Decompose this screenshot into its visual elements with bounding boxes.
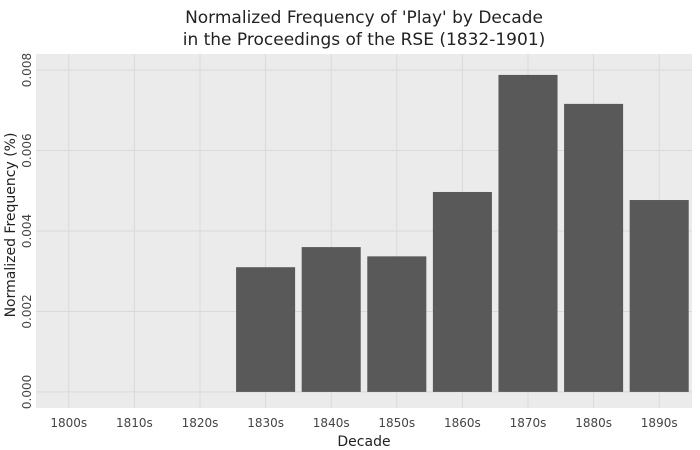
x-tick-label: 1840s xyxy=(313,416,350,430)
bar-1880s xyxy=(564,103,624,392)
chart-title-line-2: in the Proceedings of the RSE (1832-1901… xyxy=(183,30,546,50)
y-axis-label: Normalized Frequency (%) xyxy=(3,133,19,318)
x-tick-label: 1850s xyxy=(378,416,415,430)
x-axis-label: Decade xyxy=(337,434,390,450)
x-tick-label: 1830s xyxy=(247,416,284,430)
x-tick-label: 1870s xyxy=(510,416,547,430)
x-tick-label: 1800s xyxy=(50,416,87,430)
bar-1870s xyxy=(498,74,558,392)
y-tick-label: 0.008 xyxy=(20,53,34,87)
y-axis-ticks: 0.000 0.002 0.004 0.006 0.008 xyxy=(20,53,34,409)
x-tick-label: 1890s xyxy=(641,416,678,430)
bars xyxy=(236,74,689,392)
x-tick-label: 1860s xyxy=(444,416,481,430)
bar-1890s xyxy=(629,200,689,392)
y-tick-label: 0.000 xyxy=(20,375,34,409)
x-tick-label: 1820s xyxy=(182,416,219,430)
bar-1850s xyxy=(367,256,427,392)
y-tick-label: 0.004 xyxy=(20,214,34,248)
bar-1860s xyxy=(432,191,492,392)
chart-title-line-1: Normalized Frequency of 'Play' by Decade xyxy=(185,8,543,28)
bar-1840s xyxy=(301,247,361,392)
y-tick-label: 0.006 xyxy=(20,133,34,167)
x-tick-label: 1880s xyxy=(575,416,612,430)
x-axis-ticks: 1800s 1810s 1820s 1830s 1840s 1850s 1860s 1870s… xyxy=(50,416,677,430)
bar-1830s xyxy=(236,267,296,392)
y-tick-label: 0.002 xyxy=(20,294,34,328)
x-tick-label: 1810s xyxy=(116,416,153,430)
